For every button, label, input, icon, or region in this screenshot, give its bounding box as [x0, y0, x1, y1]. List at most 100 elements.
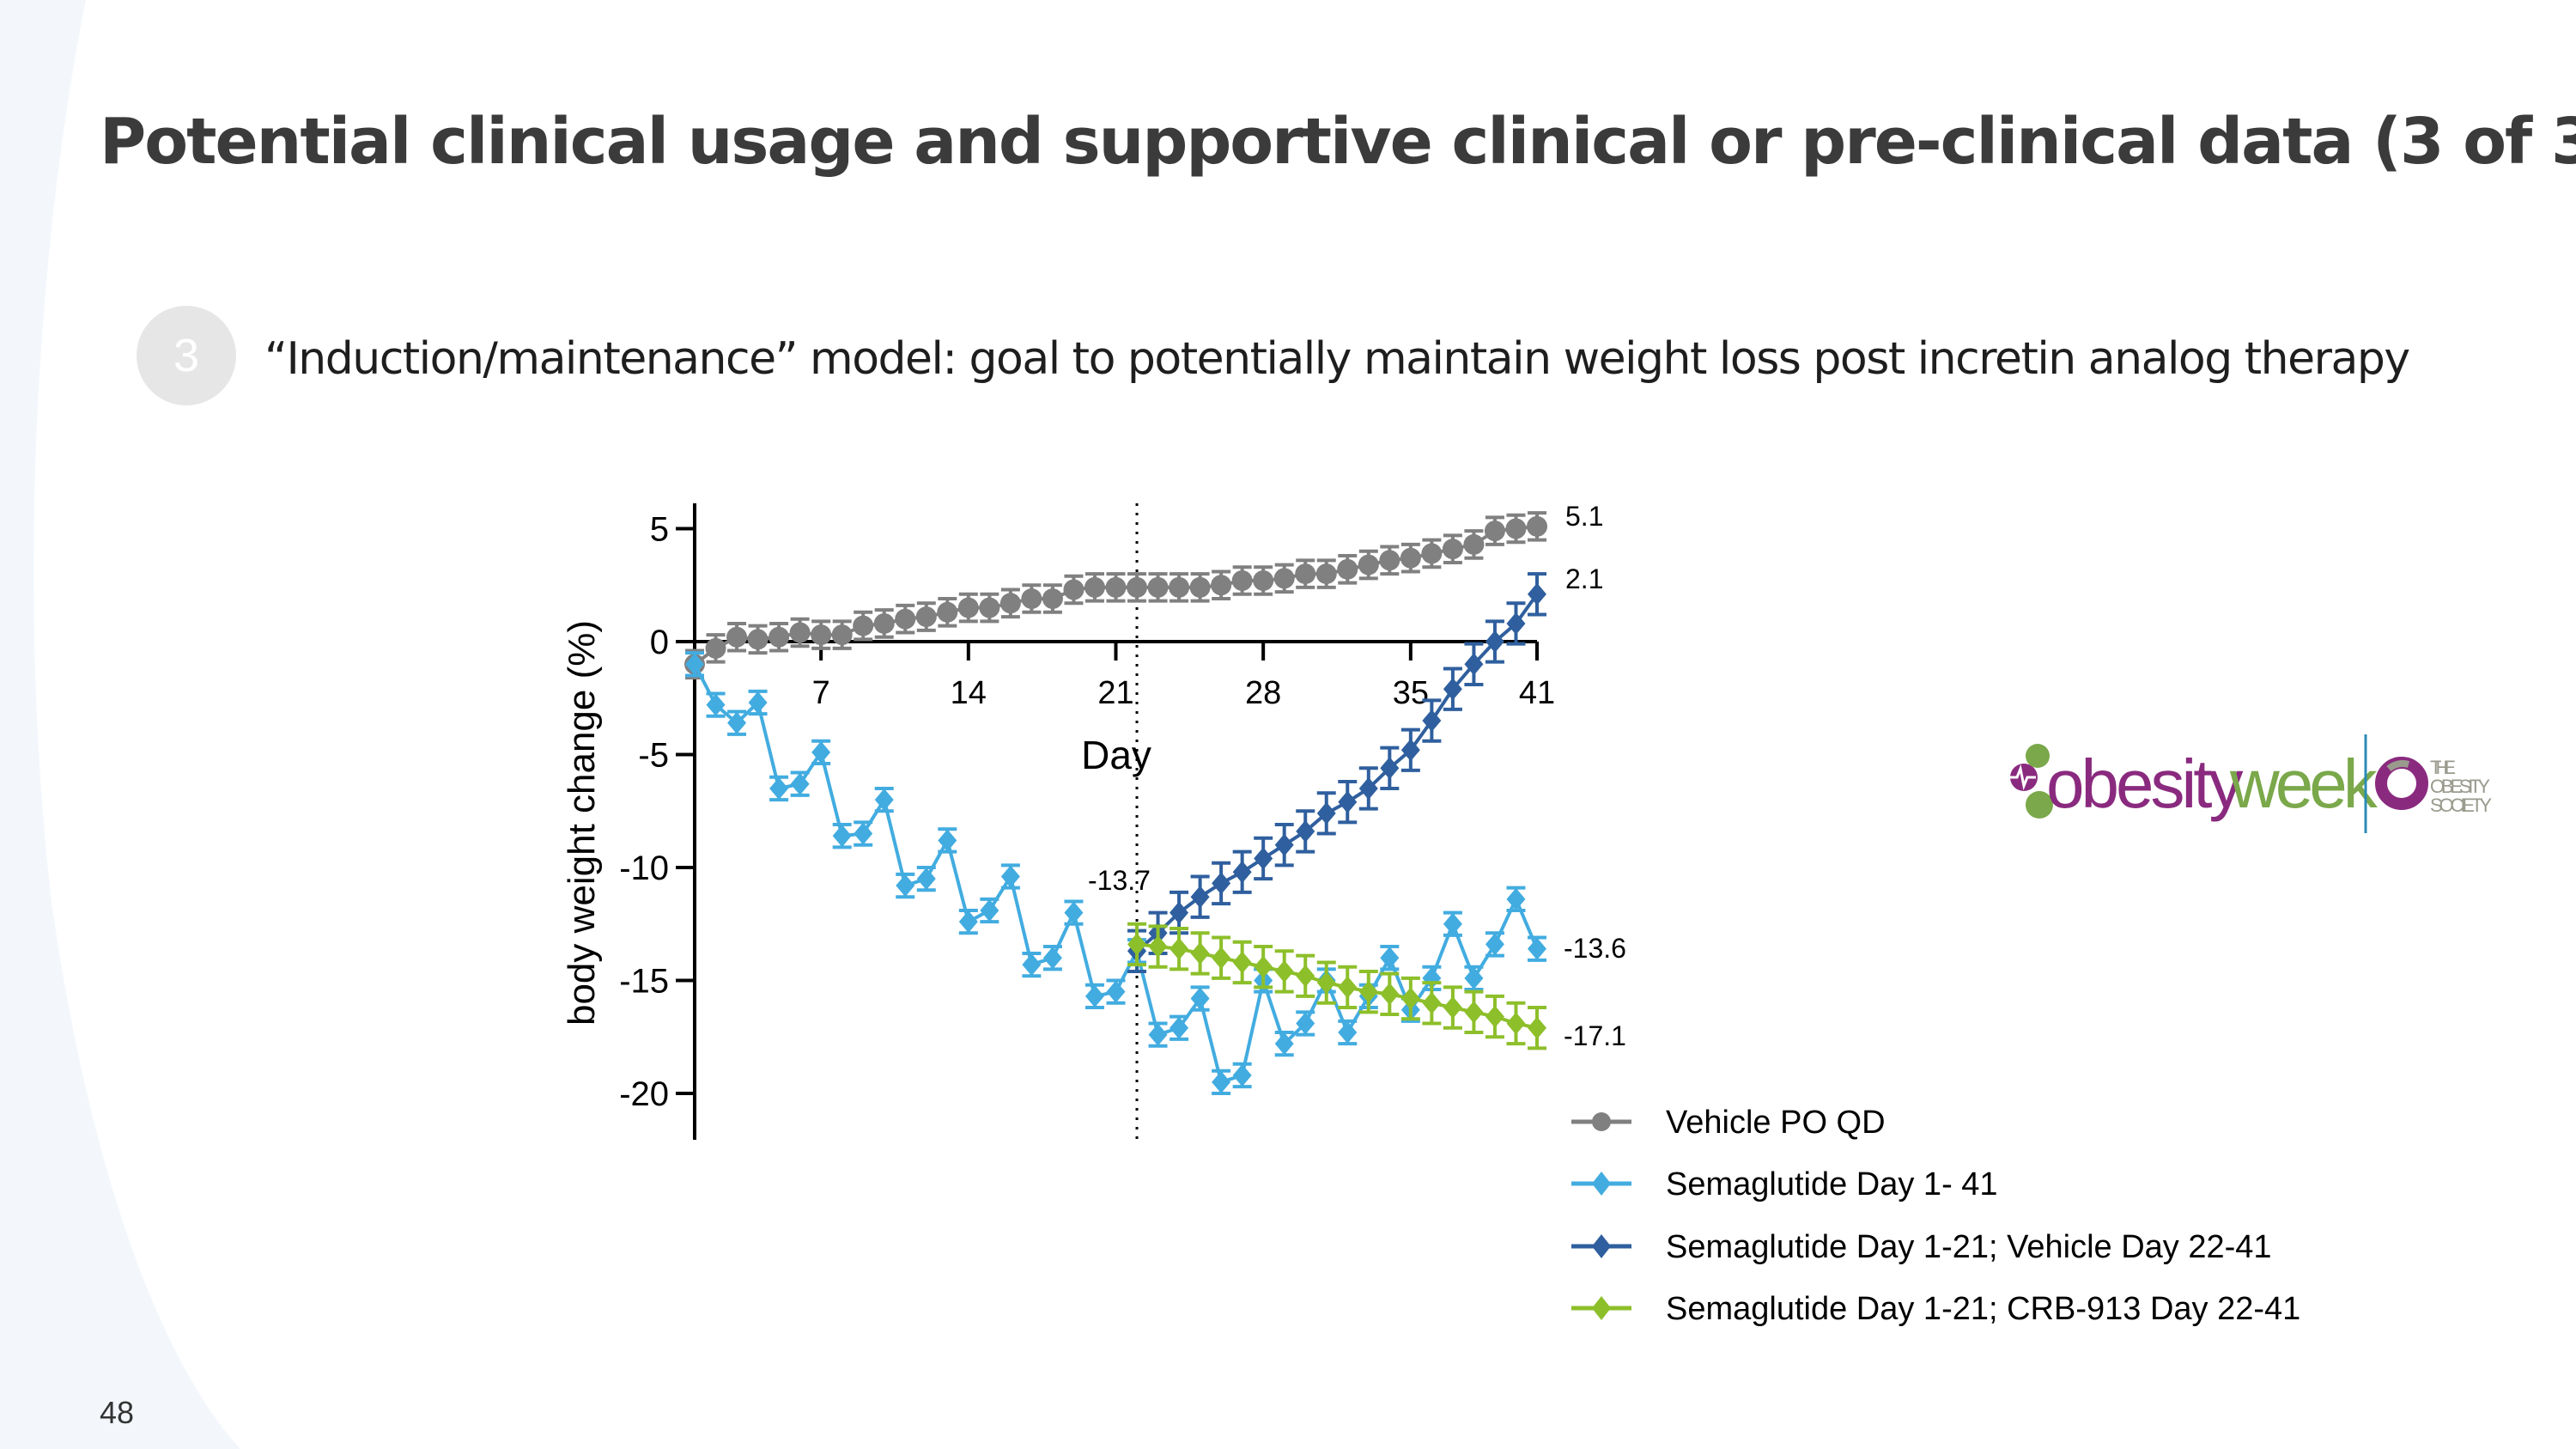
data-point: [1464, 653, 1484, 676]
data-point: [1358, 776, 1378, 800]
y-tick-label: 0: [650, 624, 669, 661]
data-point: [1358, 554, 1379, 575]
data-point: [1358, 980, 1378, 1003]
data-point: [1528, 937, 1546, 960]
data-point: [1485, 630, 1504, 653]
data-point: [1506, 612, 1526, 635]
data-point: [726, 626, 748, 648]
data-point: [1296, 965, 1315, 988]
data-point: [832, 825, 852, 848]
data-point: [1274, 1032, 1294, 1056]
data-point: [853, 615, 874, 636]
data-point: [958, 910, 978, 934]
y-axis-label: body weight change (%): [561, 620, 603, 1026]
data-point: [1528, 1016, 1546, 1039]
x-tick-label: 35: [1393, 675, 1429, 711]
data-point: [1506, 887, 1526, 910]
data-point: [999, 593, 1021, 614]
data-point: [873, 612, 895, 634]
data-point: [1232, 951, 1252, 974]
data-point: [1232, 861, 1252, 884]
data-point: [1042, 947, 1062, 970]
data-point: [748, 691, 768, 715]
x-tick-label: 28: [1245, 675, 1281, 711]
data-point: [1106, 980, 1126, 1003]
value-annotation: -17.1: [1564, 1020, 1626, 1051]
data-point: [1506, 1012, 1526, 1035]
data-point: [979, 597, 1000, 618]
data-point: [1422, 709, 1442, 733]
data-point: [895, 608, 916, 630]
data-point: [1316, 801, 1336, 825]
data-point: [1021, 588, 1042, 610]
data-point: [1485, 1005, 1504, 1028]
data-point: [1127, 576, 1148, 598]
legend-label: Semaglutide Day 1-21; Vehicle Day 22-41: [1666, 1229, 2272, 1265]
data-point: [854, 822, 873, 845]
data-point: [1463, 533, 1485, 555]
data-point: [957, 597, 979, 618]
data-point: [1190, 941, 1210, 965]
legend-marker: [1592, 1234, 1611, 1258]
data-point: [1338, 976, 1358, 999]
data-point: [874, 788, 894, 812]
data-point: [938, 829, 957, 852]
svg-text:SOCIETY: SOCIETY: [2430, 795, 2492, 816]
data-point: [1211, 575, 1232, 596]
value-annotation: -13.7: [1088, 865, 1151, 896]
legend-marker: [1592, 1296, 1611, 1320]
data-point: [1190, 886, 1210, 909]
obesityweek-emblem-icon: [2010, 744, 2053, 819]
legend-marker: [1592, 1172, 1611, 1196]
data-point: [1443, 996, 1462, 1020]
data-point: [1274, 959, 1294, 983]
legend-label: Semaglutide Day 1-21; CRB-913 Day 22-41: [1666, 1291, 2300, 1327]
data-point: [1338, 1020, 1358, 1044]
data-point: [916, 868, 936, 891]
data-point: [1528, 582, 1546, 606]
data-point: [1380, 983, 1400, 1006]
data-point: [706, 693, 726, 716]
data-point: [980, 898, 999, 922]
data-point: [1084, 984, 1104, 1008]
data-point: [1105, 576, 1127, 598]
data-point: [1464, 1001, 1484, 1024]
data-point: [896, 874, 915, 898]
x-tick-label: 21: [1097, 675, 1133, 711]
data-point: [1400, 547, 1421, 569]
data-point: [790, 772, 810, 795]
data-point: [937, 601, 958, 623]
data-point: [1338, 790, 1358, 813]
data-point: [1190, 987, 1210, 1010]
svg-text:week: week: [2229, 746, 2379, 822]
data-point: [1022, 953, 1042, 977]
data-point: [1421, 543, 1443, 564]
y-tick-label: -5: [638, 737, 669, 775]
data-point: [1315, 563, 1337, 585]
data-point: [1464, 966, 1484, 989]
page-number: 48: [100, 1395, 135, 1430]
data-point: [831, 624, 853, 646]
data-point: [1316, 971, 1336, 995]
x-tick-label: 7: [812, 675, 830, 711]
x-axis-label: Day: [1081, 733, 1151, 777]
data-point: [789, 622, 811, 643]
data-point: [1380, 947, 1400, 970]
svg-text:THE: THE: [2430, 757, 2456, 778]
legend-label: Semaglutide Day 1- 41: [1666, 1166, 1998, 1202]
data-point: [1527, 515, 1547, 537]
data-point: [1127, 933, 1147, 956]
data-point: [1212, 872, 1231, 895]
data-point: [769, 626, 790, 648]
page-title: Potential clinical usage and supportive …: [100, 105, 2576, 179]
data-point: [1042, 588, 1063, 610]
data-point: [705, 637, 726, 659]
data-point: [1084, 576, 1105, 598]
data-point: [747, 629, 769, 650]
data-point: [1147, 576, 1169, 598]
value-annotation: 5.1: [1565, 501, 1603, 532]
value-annotation: -13.6: [1564, 933, 1626, 964]
data-point: [1505, 518, 1527, 539]
obesity-society-ring-icon: [2375, 757, 2428, 810]
